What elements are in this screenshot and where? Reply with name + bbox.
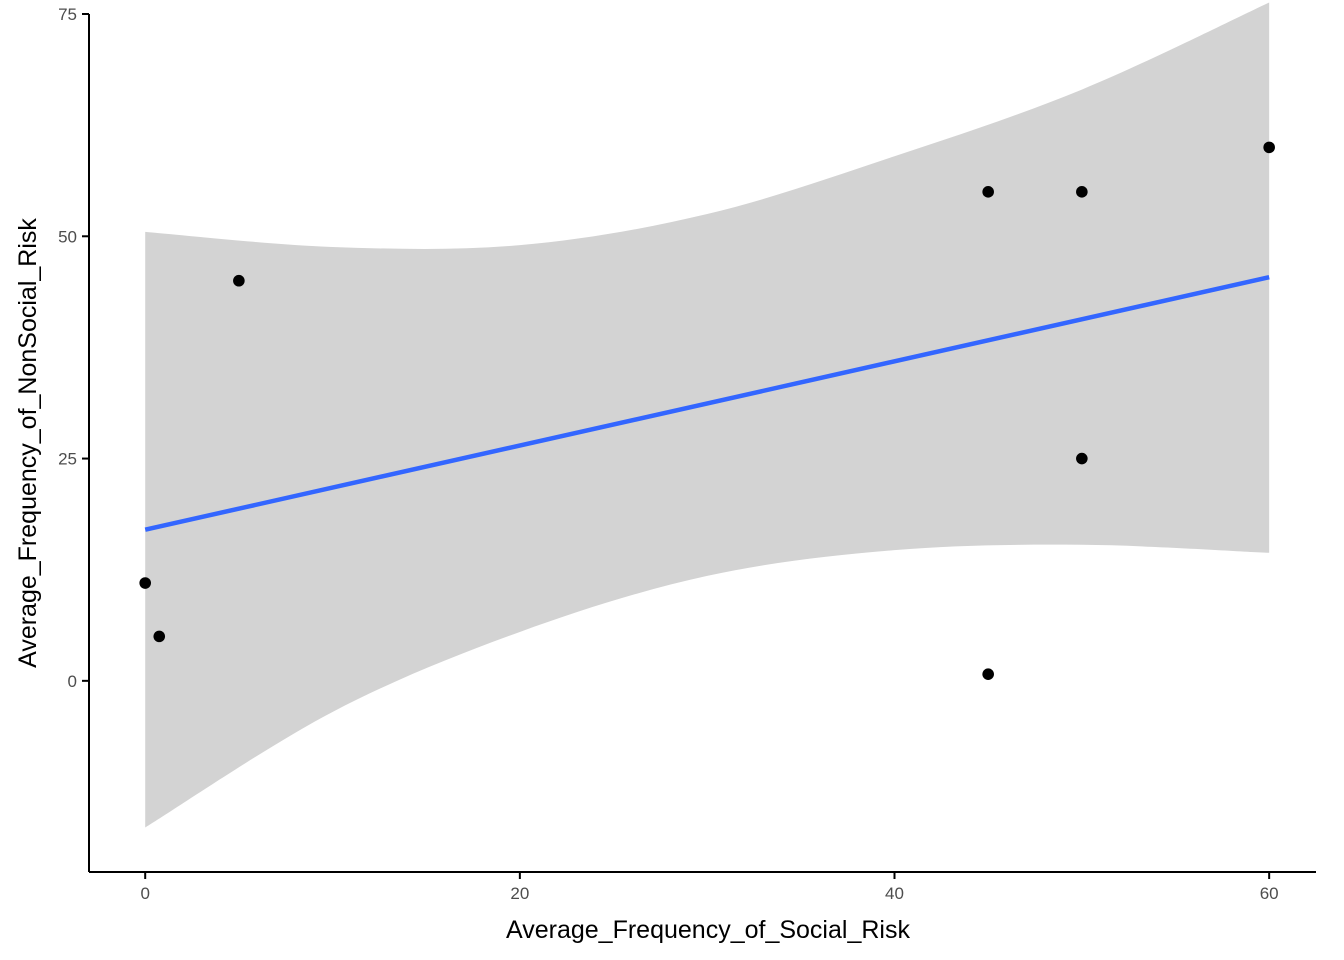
data-point — [153, 630, 166, 643]
data-point — [982, 186, 994, 198]
y-tick-label: 25 — [58, 450, 77, 469]
y-tick-label: 75 — [58, 5, 77, 24]
x-tick-label: 40 — [885, 884, 904, 903]
trend-line-layer — [144, 274, 1270, 532]
x-axis-title: Average_Frequency_of_Social_Risk — [506, 916, 910, 944]
data-points-layer — [139, 141, 1275, 680]
data-point — [139, 577, 151, 589]
data-point — [982, 668, 994, 680]
data-point — [1076, 452, 1088, 465]
data-point — [1263, 141, 1275, 154]
x-tick-label: 0 — [140, 884, 149, 903]
y-tick-label: 50 — [58, 227, 77, 246]
trend-line — [144, 274, 1270, 532]
y-tick-label: 0 — [68, 672, 77, 691]
axes-layer: 0 20 40 60 0 25 50 75 — [58, 5, 1316, 903]
data-point — [233, 274, 245, 287]
y-axis-title: Average_Frequency_of_NonSocial_Risk — [14, 218, 42, 668]
x-tick-label: 60 — [1260, 884, 1279, 903]
data-point — [1076, 186, 1088, 198]
confidence-band — [145, 2, 1270, 828]
x-tick-label: 20 — [510, 884, 529, 903]
confidence-band-layer — [145, 2, 1270, 828]
